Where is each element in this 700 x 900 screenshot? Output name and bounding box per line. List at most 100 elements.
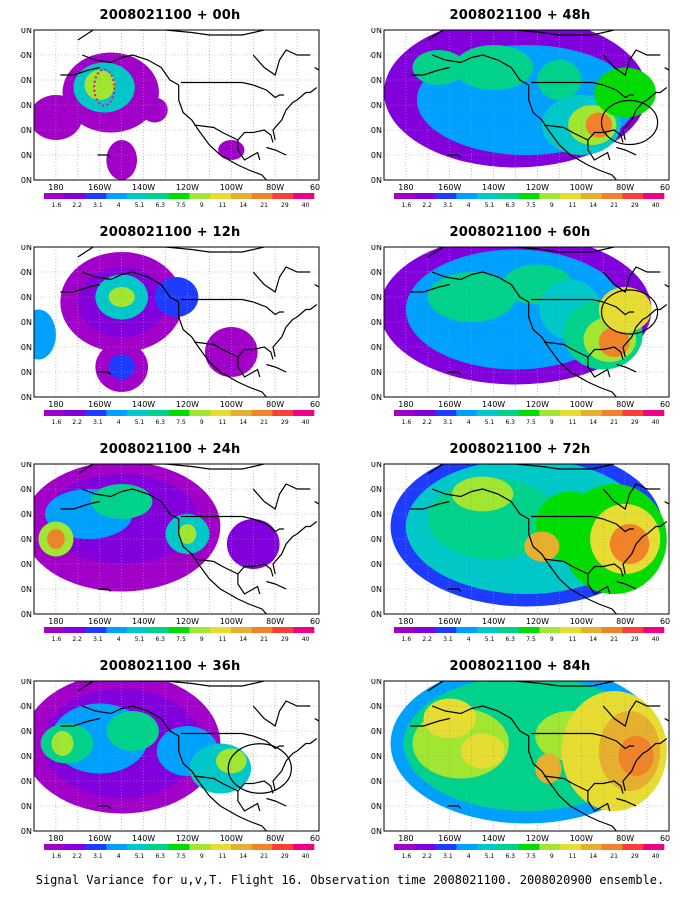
longitude-label: 100W (220, 400, 243, 409)
colorbar-swatch (189, 193, 211, 199)
colorbar-label: 7.5 (176, 853, 186, 859)
latitude-label: 60N (20, 702, 32, 711)
colorbar-swatch (539, 193, 561, 199)
latitude-label: 60N (370, 702, 382, 711)
latitude-label: 30N (370, 343, 382, 352)
map-title: 2008021100 + 72h (449, 442, 591, 457)
colorbar-label: 9 (550, 853, 554, 859)
longitude-label: 140W (132, 617, 155, 626)
colorbar-label: 7.5 (526, 636, 536, 642)
colorbar-swatch (394, 410, 416, 416)
map-panel-36h: 2008021100 + 36h 70N 60N 50N 40N 30N 20N 10N 18… (20, 659, 320, 864)
colorbar-label: 2.2 (72, 202, 82, 208)
colorbar-swatch (414, 193, 436, 199)
map-panel-84h: 2008021100 + 84h 70N 60N 50N 40N 30N 20N 10N 18… (370, 659, 670, 864)
latitude-label: 70N (370, 679, 382, 686)
map-frame (33, 463, 320, 615)
colorbar-label: 3.1 (93, 853, 103, 859)
colorbar-label: 9 (200, 202, 204, 208)
colorbar-label: 2.2 (422, 853, 432, 859)
colorbar-swatch (643, 193, 665, 199)
colorbar-label: 40 (302, 853, 310, 859)
latitude-label: 30N (370, 777, 382, 786)
colorbar-swatch (293, 627, 315, 633)
colorbar-label: 9 (200, 853, 204, 859)
colorbar-label: 21 (610, 853, 618, 859)
colorbar-swatch (580, 627, 602, 633)
colorbar-swatch (230, 193, 252, 199)
colorbar-swatch (477, 193, 499, 199)
colorbar-label: 40 (652, 636, 660, 642)
colorbar-swatch (272, 844, 294, 850)
colorbar-label: 11 (569, 636, 577, 642)
colorbar-label: 6.3 (155, 853, 165, 859)
colorbar-swatch (127, 844, 149, 850)
colorbar-swatch (560, 193, 582, 199)
colorbar-label: 14 (589, 202, 597, 208)
latitude-label: 50N (20, 510, 32, 519)
longitude-label: 120W (176, 617, 199, 626)
colorbar-label: 21 (260, 419, 268, 425)
map-frame (33, 246, 320, 398)
colorbar-swatch (518, 627, 540, 633)
longitude-label: 80W (266, 834, 284, 843)
longitude-label: 180 (48, 400, 63, 409)
map-panel-60h: 2008021100 + 60h 70N 60N 50N 40N 30N 20N 10N 18… (370, 225, 670, 430)
latitude-label: 20N (20, 802, 32, 811)
map-title: 2008021100 + 00h (99, 8, 241, 23)
colorbar-label: 6.3 (155, 419, 165, 425)
longitude-label: 100W (220, 183, 243, 192)
coastlines (410, 247, 669, 397)
colorbar-swatch (456, 193, 478, 199)
latitude-label: 10N (370, 393, 382, 402)
colorbar-swatch (210, 627, 232, 633)
colorbar-label: 3.1 (93, 636, 103, 642)
longitude-label: 140W (132, 834, 155, 843)
latitude-label: 30N (20, 343, 32, 352)
latitude-label: 50N (370, 293, 382, 302)
colorbar-label: 1.6 (402, 419, 412, 425)
flight-track-marker (93, 68, 116, 107)
longitude-label: 80W (616, 617, 634, 626)
latitude-label: 10N (20, 393, 32, 402)
variance-contour (34, 95, 83, 140)
colorbar-swatch (272, 410, 294, 416)
map-frame (383, 246, 670, 398)
colorbar-label: 4 (467, 419, 471, 425)
colorbar-swatch (64, 627, 86, 633)
colorbar-label: 40 (302, 636, 310, 642)
colorbar-swatch (497, 844, 519, 850)
colorbar-swatch (456, 410, 478, 416)
colorbar-swatch (251, 844, 273, 850)
longitude-label: 100W (570, 834, 593, 843)
colorbar-label: 11 (219, 202, 227, 208)
longitude-label: 180 (48, 617, 63, 626)
colorbar-label: 2.2 (72, 419, 82, 425)
latitude-label: 40N (370, 752, 382, 761)
figure-caption: Signal Variance for u,v,T. Flight 16. Ob… (35, 873, 665, 887)
colorbar-label: 21 (610, 636, 618, 642)
colorbar-swatch (477, 627, 499, 633)
colorbar-swatch (210, 193, 232, 199)
longitude-label: 140W (482, 834, 505, 843)
colorbar-swatch (643, 844, 665, 850)
colorbar-swatch (210, 410, 232, 416)
colorbar-swatch (539, 410, 561, 416)
map-title: 2008021100 + 48h (449, 8, 591, 23)
map-frame (33, 29, 320, 181)
colorbar-label: 21 (260, 202, 268, 208)
latitude-label: 30N (370, 126, 382, 135)
colorbar-swatch (64, 193, 86, 199)
colorbar-swatch (272, 627, 294, 633)
colorbar-swatch (106, 410, 128, 416)
colorbar-swatch (414, 844, 436, 850)
latitude-label: 10N (370, 827, 382, 836)
colorbar-label: 4 (117, 202, 121, 208)
colorbar-label: 1.6 (402, 202, 412, 208)
colorbar-swatch (293, 844, 315, 850)
colorbar-swatch (539, 627, 561, 633)
coastlines (410, 681, 669, 831)
colorbar-label: 1.6 (52, 202, 62, 208)
map-panel-24h: 2008021100 + 24h 70N 60N 50N 40N 30N 20N 10N 18… (20, 442, 320, 647)
longitude-label: 60W (660, 834, 670, 843)
